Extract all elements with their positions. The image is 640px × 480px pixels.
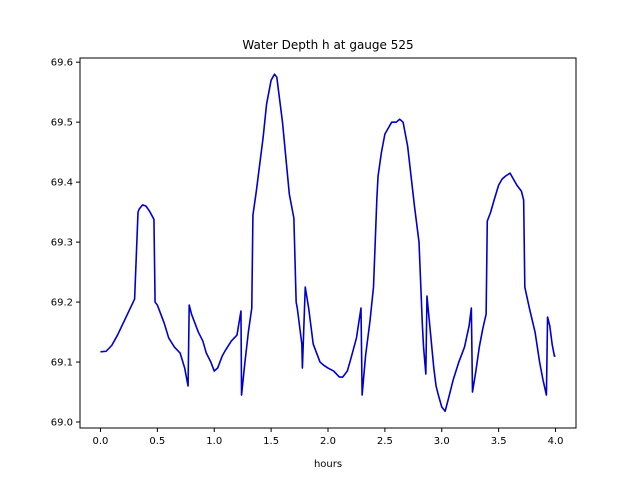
x-tick-label: 4.0	[548, 436, 564, 447]
y-tick-label: 69.6	[51, 58, 73, 69]
x-tick-label: 0.0	[93, 436, 109, 447]
x-tick-label: 3.5	[491, 436, 507, 447]
y-tick-label: 69.1	[51, 358, 73, 369]
y-tick-label: 69.3	[51, 238, 73, 249]
x-tick-label: 2.5	[377, 436, 393, 447]
plot-area	[100, 73, 556, 413]
y-tick-label: 69.5	[51, 118, 73, 129]
x-tick-label: 1.0	[206, 436, 222, 447]
x-axis-label: hours	[314, 459, 342, 470]
y-tick-label: 69.2	[51, 298, 73, 309]
series-line-0	[100, 73, 556, 413]
chart-title: Water Depth h at gauge 525	[242, 38, 413, 52]
x-tick-label: 3.0	[434, 436, 450, 447]
y-tick-label: 69.4	[51, 178, 73, 189]
y-tick-label: 69.0	[51, 418, 73, 429]
x-tick-label: 2.0	[320, 436, 336, 447]
x-axis: 0.0 0.5 1.0 1.5 2.0 2.5 3.0 3.5 4.0	[93, 428, 564, 447]
x-tick-label: 1.5	[263, 436, 279, 447]
y-axis: 69.0 69.1 69.2 69.3 69.4 69.5 69.6	[51, 58, 80, 429]
x-tick-label: 0.5	[149, 436, 165, 447]
